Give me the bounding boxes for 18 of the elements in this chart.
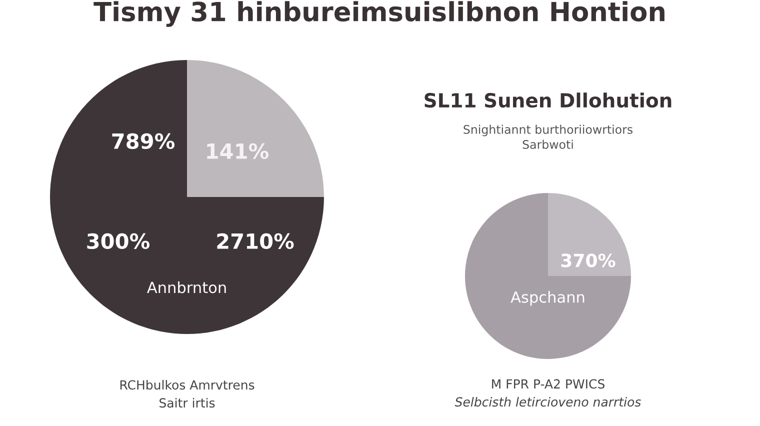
- text: 370%: [561, 254, 616, 268]
- text: Saitr irtis: [160, 398, 215, 408]
- slice-label: Annbrnton: [147, 281, 226, 294]
- text: 2710%: [217, 233, 294, 250]
- chart-title: SL11 Sunen Dllohution: [424, 92, 672, 108]
- text: 789%: [112, 133, 175, 150]
- pie-slice: [50, 60, 324, 334]
- slice-label: Aspchann: [510, 291, 584, 306]
- text: Selbcisth letircioveno narrtios: [454, 396, 641, 407]
- text: M FPR P-A2 PWICS: [492, 379, 604, 389]
- pie-slice: [465, 193, 631, 359]
- text: RCHbulkos Amrvtrens: [120, 380, 254, 390]
- pie-slice: [548, 193, 631, 276]
- pie-slice: [187, 60, 324, 197]
- text: Tismy 31 hinbureimsuislibnon Hontion: [94, 1, 664, 27]
- text: 300%: [87, 233, 150, 250]
- text: 141%: [207, 143, 269, 160]
- chart-subtitle: Snightiannt burthoriiowrtiors Sarbwoti: [464, 124, 633, 149]
